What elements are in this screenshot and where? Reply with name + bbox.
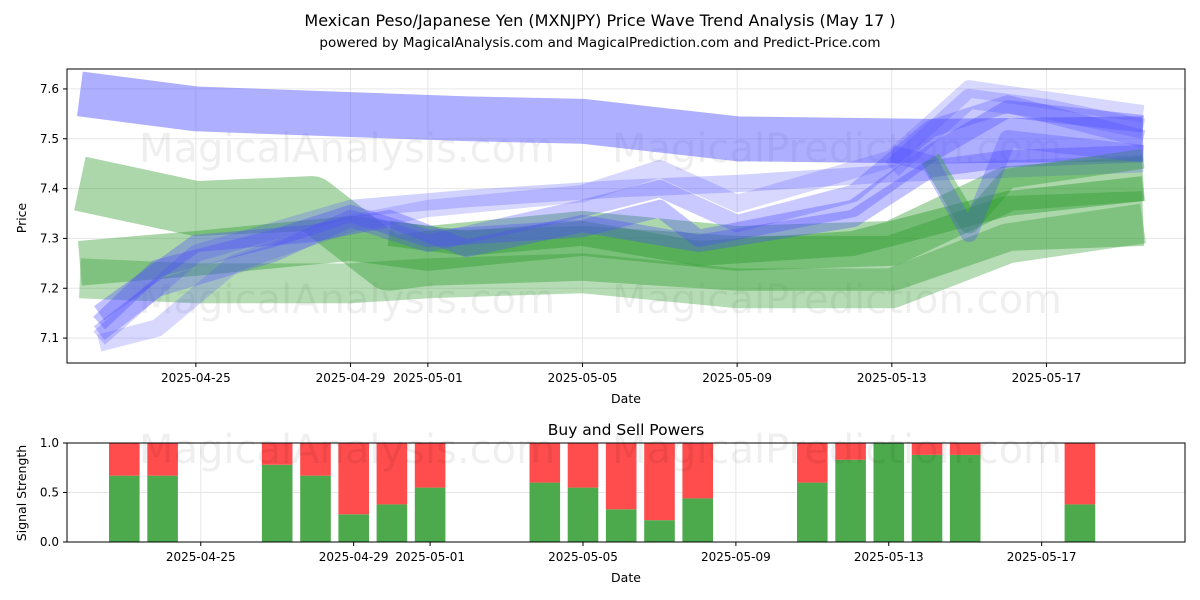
watermark-prediction-bottom: MagicalPrediction.com: [612, 427, 1062, 473]
watermark-prediction-top: MagicalPrediction.com: [612, 126, 1062, 172]
sell-power-bar: [109, 443, 140, 476]
sell-power-bar: [911, 443, 943, 455]
price-x-tick-label: 2025-04-25: [161, 371, 231, 385]
buy-power-bar: [109, 475, 140, 542]
buy-power-bar: [376, 504, 408, 542]
price-x-ticks: 2025-04-25 2025-04-29 2025-05-01 2025-05-05…: [161, 363, 1081, 385]
sell-power-bar: [949, 443, 981, 455]
buy-power-bar: [644, 520, 675, 542]
signal-x-tick-label: 2025-04-29: [319, 550, 389, 564]
figure-title: Mexican Peso/Japanese Yen (MXNJPY) Price…: [304, 11, 895, 30]
signal-y-tick-label: 1.0: [40, 436, 59, 450]
price-wave-band-green-10: [921, 148, 1145, 234]
signal-chart: Buy and Sell Powers MagicalAnalysis.com …: [14, 421, 1186, 585]
sell-power-bar: [567, 443, 599, 488]
price-wave-band-blue-5: [93, 100, 1145, 330]
price-y-tick-label: 7.6: [40, 82, 59, 96]
signal-bars: [109, 443, 1096, 543]
signal-chart-title: Buy and Sell Powers: [548, 421, 705, 439]
buy-power-bar: [605, 509, 637, 542]
signal-x-tick-label: 2025-04-25: [166, 550, 236, 564]
price-wave-band-green-1: [77, 156, 1145, 286]
buy-power-bar: [300, 475, 331, 542]
buy-power-bar: [1064, 504, 1096, 542]
price-wave-band-green-3: [79, 203, 1147, 309]
price-y-tick-label: 7.5: [40, 132, 59, 146]
buy-power-bar: [147, 475, 178, 542]
buy-power-bar: [414, 487, 446, 543]
price-wave-band-blue-6: [93, 95, 1146, 340]
buy-power-bar: [338, 514, 369, 542]
price-wave-band-blue-12: [885, 88, 1146, 177]
buy-power-bar: [529, 482, 561, 542]
price-y-tick-label: 7.3: [40, 231, 59, 245]
signal-y-ticks: 0.0 0.5 1.0: [40, 436, 67, 549]
price-y-tick-label: 7.4: [40, 182, 59, 196]
price-x-tick-label: 2025-05-05: [548, 371, 618, 385]
figure-subtitle: powered by MagicalAnalysis.com and Magic…: [319, 35, 880, 51]
price-chart: MagicalAnalysis.com MagicalPrediction.co…: [14, 68, 1186, 406]
price-wave-band-blue-11: [889, 130, 1145, 243]
signal-y-tick-label: 0.5: [40, 486, 59, 500]
signal-x-tick-label: 2025-05-01: [395, 550, 465, 564]
sell-power-bar: [261, 443, 293, 465]
buy-power-bar: [567, 487, 599, 543]
signal-x-tick-label: 2025-05-09: [701, 550, 771, 564]
price-plot-frame: [66, 68, 1186, 364]
signal-x-tick-label: 2025-05-13: [854, 550, 924, 564]
buy-power-bar: [949, 454, 981, 542]
price-plot-area: [67, 69, 1185, 363]
sell-power-bar: [147, 443, 178, 476]
sell-power-bar: [682, 443, 713, 499]
price-y-ticks: 7.1 7.2 7.3 7.4 7.5 7.6: [40, 82, 67, 345]
price-wave-band-blue-9: [93, 155, 1144, 345]
price-x-tick-label: 2025-05-13: [857, 371, 927, 385]
sell-power-bar: [529, 443, 561, 483]
price-grid: [67, 69, 1185, 363]
watermark-analysis-mid: MagicalAnalysis.com: [139, 277, 555, 323]
price-y-tick-label: 7.2: [40, 281, 59, 295]
sell-power-bar: [414, 443, 446, 488]
price-x-tick-label: 2025-04-29: [316, 371, 386, 385]
price-x-tick-label: 2025-05-01: [393, 371, 463, 385]
watermark-analysis-top: MagicalAnalysis.com: [139, 126, 555, 172]
price-wave-band-blue-0: [77, 71, 1144, 164]
buy-power-bar: [873, 443, 905, 542]
sell-power-bar: [300, 443, 331, 476]
price-x-tick-label: 2025-05-17: [1012, 371, 1082, 385]
price-wave-band-green-2: [74, 156, 1145, 291]
price-wave-band-blue-8: [94, 145, 1144, 321]
price-x-tick-label: 2025-05-09: [702, 371, 772, 385]
watermark-prediction-mid: MagicalPrediction.com: [612, 277, 1062, 323]
buy-power-bar: [261, 464, 293, 542]
sell-power-bar: [797, 443, 828, 483]
signal-y-label: Signal Strength: [14, 445, 29, 541]
price-x-label: Date: [611, 391, 641, 406]
price-y-label: Price: [14, 202, 29, 233]
signal-x-tick-label: 2025-05-05: [548, 550, 618, 564]
signal-x-tick-label: 2025-05-17: [1007, 550, 1077, 564]
sell-power-bar: [1064, 443, 1096, 505]
sell-power-bar: [644, 443, 675, 521]
sell-power-bar: [835, 443, 866, 460]
sell-power-bar: [605, 443, 637, 510]
signal-y-tick-label: 0.0: [40, 535, 59, 549]
price-y-tick-label: 7.1: [40, 331, 59, 345]
price-wave-band-blue-7: [97, 80, 1145, 352]
price-bands: [74, 71, 1147, 352]
buy-power-bar: [911, 454, 943, 542]
watermark-analysis-bottom: MagicalAnalysis.com: [139, 427, 555, 473]
signal-x-label: Date: [611, 570, 641, 585]
sell-power-bar: [376, 443, 408, 505]
price-wave-band-green-4: [387, 176, 1145, 266]
signal-x-ticks: 2025-04-25 2025-04-29 2025-05-01 2025-05-05…: [166, 542, 1077, 564]
buy-power-bar: [682, 498, 713, 542]
buy-power-bar: [835, 459, 866, 542]
sell-power-bar: [338, 443, 369, 515]
buy-power-bar: [797, 482, 828, 542]
